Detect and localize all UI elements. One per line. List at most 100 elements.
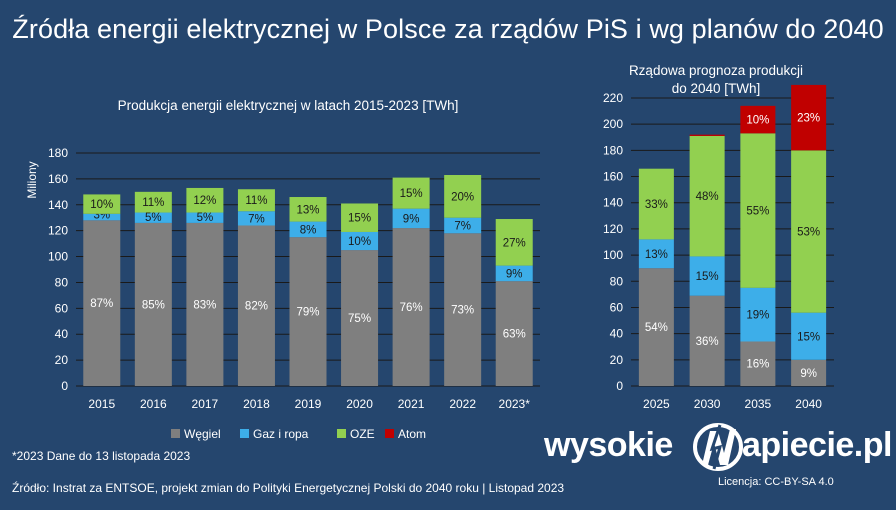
forecast-data-label: 53% [797, 227, 820, 239]
production-bar-segment [83, 213, 121, 221]
forecast-data-label: 15% [797, 331, 820, 343]
source-note: Źródło: Instrat za ENTSOE, projekt zmian… [12, 481, 565, 495]
forecast-bar-segment [638, 168, 674, 240]
forecast-chart-title-line-2: do 2040 [TWh] [672, 81, 761, 96]
forecast-data-label: 33% [645, 199, 668, 211]
forecast-ytick-label: 60 [610, 300, 624, 314]
forecast-ytick-label: 100 [603, 248, 623, 262]
production-data-label: 9% [403, 213, 420, 225]
production-bar-segment [341, 250, 379, 386]
production-ytick-label: 180 [48, 146, 68, 160]
forecast-bar-segment [791, 84, 827, 151]
forecast-bar-segment [791, 150, 827, 313]
production-xtick-label: 2019 [295, 397, 322, 411]
production-data-label: 79% [296, 307, 319, 319]
production-xtick-label: 2018 [243, 397, 270, 411]
production-data-label: 9% [506, 268, 523, 280]
production-data-label: 7% [454, 220, 471, 232]
forecast-data-label: 23% [797, 113, 820, 125]
forecast-chart-title-line-1: Rządowa prognoza produkcji [629, 63, 803, 78]
forecast-bar-segment [689, 256, 725, 296]
production-chart-ylabel: Miliony [25, 161, 39, 198]
forecast-data-label: 15% [696, 271, 719, 283]
production-ytick-label: 160 [48, 172, 68, 186]
production-data-label: 75% [348, 313, 371, 325]
production-data-label: 7% [248, 213, 265, 225]
production-data-label: 11% [245, 195, 267, 207]
production-chart-title: Produkcja energii elektrycznej w latach … [118, 98, 459, 113]
production-xtick-label: 2023* [499, 397, 531, 411]
production-bar-segment [186, 212, 224, 223]
footnote: *2023 Dane do 13 listopada 2023 [12, 449, 191, 463]
production-bar-segment [186, 222, 224, 386]
production-bar-segment [341, 231, 379, 251]
production-data-label: 15% [348, 213, 371, 225]
production-data-label: 8% [300, 224, 317, 236]
forecast-bar-segment [638, 239, 674, 269]
forecast-ytick-label: 20 [610, 353, 624, 367]
production-xtick-label: 2022 [449, 397, 476, 411]
forecast-bar-segment [689, 134, 725, 136]
forecast-xtick-label: 2035 [745, 397, 772, 411]
production-bar-segment [237, 225, 275, 386]
production-data-label: 82% [245, 301, 268, 313]
forecast-ytick-label: 140 [603, 196, 623, 210]
forecast-ytick-label: 220 [603, 91, 623, 105]
production-bar-segment [392, 177, 430, 209]
production-bar-segment [444, 217, 482, 234]
forecast-xtick-label: 2030 [694, 397, 721, 411]
production-data-label: 27% [503, 237, 526, 249]
forecast-ytick-label: 120 [603, 222, 623, 236]
production-bar-segment [289, 221, 327, 238]
brand-logo[interactable]: wysokie apiecie.pl [540, 421, 892, 473]
production-data-label: 11% [142, 197, 164, 209]
production-xtick-label: 2015 [88, 397, 115, 411]
production-xtick-label: 2016 [140, 397, 167, 411]
forecast-data-label: 16% [746, 359, 769, 371]
production-data-label: 76% [400, 302, 423, 314]
production-xtick-label: 2020 [346, 397, 373, 411]
production-bar-segment [83, 194, 121, 214]
production-bar-segment [134, 212, 172, 223]
forecast-data-label: 48% [696, 191, 719, 203]
production-ytick-label: 120 [48, 224, 68, 238]
lightning-n-icon [693, 423, 743, 471]
forecast-xtick-label: 2040 [795, 397, 822, 411]
production-data-label: 15% [400, 188, 423, 200]
logo-text-right: apiecie.pl [742, 426, 892, 464]
forecast-data-label: 36% [696, 336, 719, 348]
production-bar-segment [83, 220, 121, 386]
production-bar-segment [495, 265, 533, 282]
production-ytick-label: 60 [55, 301, 69, 315]
forecast-bar-segment [791, 359, 827, 386]
production-bar-segment [134, 191, 172, 213]
forecast-ytick-label: 200 [603, 117, 623, 131]
production-data-label: 63% [503, 329, 526, 341]
logo-text-left: wysokie [544, 426, 673, 464]
license-note: Licencja: CC-BY-SA 4.0 [718, 476, 834, 488]
production-ytick-label: 0 [61, 379, 68, 393]
forecast-bar-segment [791, 312, 827, 360]
forecast-bar-segment [740, 287, 776, 342]
production-data-label: 83% [193, 299, 216, 311]
production-data-label: 85% [142, 299, 165, 311]
forecast-bar-segment [740, 105, 776, 134]
production-ytick-label: 20 [55, 353, 69, 367]
production-bar-segment [444, 233, 482, 386]
production-bar-segment [289, 237, 327, 386]
production-bar-segment [444, 175, 482, 218]
production-data-label: 10% [348, 236, 371, 248]
forecast-data-label: 19% [746, 310, 769, 322]
forecast-bar-segment [638, 268, 674, 386]
forecast-bar-segment [740, 133, 776, 288]
production-bar-segment [289, 197, 327, 222]
production-bar-segment [341, 203, 379, 232]
forecast-ytick-label: 180 [603, 143, 623, 157]
production-data-label: 12% [193, 195, 216, 207]
production-data-label: 73% [451, 305, 474, 317]
production-data-label: 10% [90, 199, 113, 211]
production-bar-segment [392, 208, 430, 229]
forecast-ytick-label: 80 [610, 274, 624, 288]
